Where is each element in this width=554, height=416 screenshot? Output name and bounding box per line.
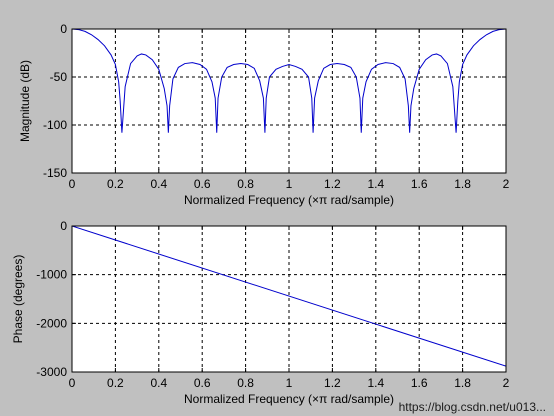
phase-series-line [72, 226, 506, 367]
phase-ytick-label: 0 [60, 219, 67, 233]
magnitude-xlabel: Normalized Frequency (×π rad/sample) [184, 193, 394, 207]
phase-ytick-label: -1000 [36, 268, 67, 282]
magnitude-ytick-label: 0 [60, 22, 67, 36]
phase-ylabel: Phase (degrees) [11, 255, 25, 344]
magnitude-xtick-label: 0.2 [107, 177, 124, 191]
phase-xtick-label: 1.2 [324, 376, 341, 390]
phase-xtick-label: 0 [69, 376, 76, 390]
magnitude-ylabel: Magnitude (dB) [18, 60, 32, 142]
magnitude-series-line [72, 29, 506, 133]
magnitude-xtick-label: 1.2 [324, 177, 341, 191]
magnitude-ytick-label: -100 [43, 118, 67, 132]
magnitude-xtick-label: 1 [286, 177, 293, 191]
phase-xtick-label: 0.6 [194, 376, 211, 390]
phase-plot: 0 0.2 0.4 0.6 0.8 1 1.2 1.4 1.6 1.8 2 0 -1000 -2000 -3… [11, 219, 510, 406]
magnitude-xtick-label: 0.6 [194, 177, 211, 191]
magnitude-xtick-label: 0 [69, 177, 76, 191]
magnitude-ytick-label: -50 [50, 70, 68, 84]
phase-xtick-label: 0.8 [237, 376, 254, 390]
magnitude-ytick-label: -150 [43, 166, 67, 180]
phase-ytick-label: -3000 [36, 365, 67, 379]
magnitude-xtick-label: 0.8 [237, 177, 254, 191]
phase-xtick-label: 1 [286, 376, 293, 390]
phase-xtick-label: 0.4 [150, 376, 167, 390]
magnitude-xtick-label: 1.4 [367, 177, 384, 191]
phase-xlabel: Normalized Frequency (×π rad/sample) [184, 392, 394, 406]
phase-xtick-label: 2 [503, 376, 510, 390]
magnitude-xtick-label: 1.8 [454, 177, 471, 191]
magnitude-xtick-label: 0.4 [150, 177, 167, 191]
watermark: https://blog.csdn.net/u013... [399, 400, 546, 414]
phase-xtick-label: 0.2 [107, 376, 124, 390]
phase-xtick-label: 1.4 [367, 376, 384, 390]
magnitude-xtick-label: 2 [503, 177, 510, 191]
phase-xtick-label: 1.8 [454, 376, 471, 390]
magnitude-plot: 0 0.2 0.4 0.6 0.8 1 1.2 1.4 1.6 1.8 2 0 -50 -100 -150 N… [18, 22, 510, 207]
phase-xtick-label: 1.6 [411, 376, 428, 390]
magnitude-xtick-label: 1.6 [411, 177, 428, 191]
phase-ytick-label: -2000 [36, 316, 67, 330]
